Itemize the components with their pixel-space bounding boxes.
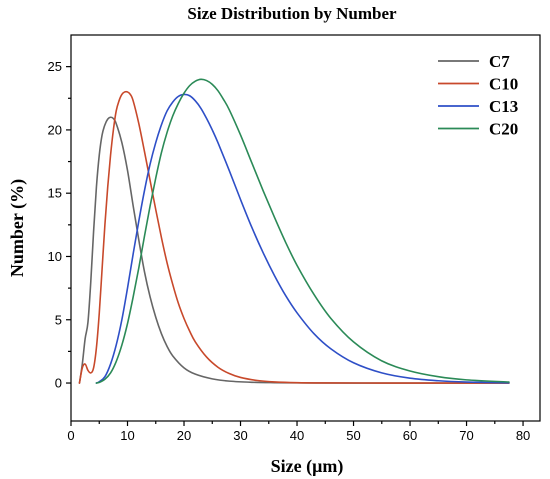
series-line-c20 <box>95 78 510 384</box>
y-axis: 0 5 10 15 20 25 <box>48 59 71 391</box>
x-tick-label: 20 <box>177 428 191 443</box>
chart-title: Size Distribution by Number <box>187 4 397 23</box>
y-tick-label: 0 <box>55 376 62 391</box>
x-tick-label: 30 <box>233 428 247 443</box>
plot-frame <box>70 34 541 422</box>
y-tick-label: 5 <box>55 312 62 327</box>
legend-label-c10: C10 <box>489 75 518 94</box>
x-axis-label: Size (μm) <box>271 456 344 477</box>
y-tick-label: 15 <box>48 186 62 201</box>
legend-label-c13: C13 <box>489 97 518 116</box>
series-line-c7 <box>78 116 510 384</box>
series-layer <box>78 78 510 384</box>
x-tick-label: 50 <box>346 428 360 443</box>
y-axis-label: Number (%) <box>7 179 28 277</box>
x-tick-label: 70 <box>459 428 473 443</box>
legend-label-c20: C20 <box>489 120 518 139</box>
x-tick-label: 60 <box>403 428 417 443</box>
series-line-c13 <box>95 93 510 384</box>
x-axis: 0 10 20 30 40 50 60 70 80 <box>67 421 530 443</box>
legend-label-c7: C7 <box>489 52 510 71</box>
y-tick-label: 10 <box>48 249 62 264</box>
x-tick-label: 80 <box>516 428 530 443</box>
y-tick-label: 20 <box>48 122 62 137</box>
x-tick-label: 10 <box>120 428 134 443</box>
x-tick-label: 0 <box>67 428 74 443</box>
legend: C7 C10 C13 C20 <box>438 52 518 139</box>
y-tick-label: 25 <box>48 59 62 74</box>
x-tick-label: 40 <box>290 428 304 443</box>
series-line-c10 <box>78 90 510 384</box>
